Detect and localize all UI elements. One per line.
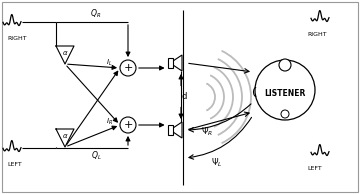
- Text: LEFT: LEFT: [7, 162, 22, 167]
- Text: $I_L$: $I_L$: [106, 58, 112, 68]
- Text: $I_R$: $I_R$: [106, 117, 113, 127]
- Text: +: +: [123, 63, 133, 73]
- Text: LEFT: LEFT: [307, 166, 322, 171]
- Text: $Q_R$: $Q_R$: [90, 8, 102, 20]
- Text: α: α: [63, 50, 67, 56]
- Text: $\Psi_L$: $\Psi_L$: [211, 157, 222, 169]
- Text: $\Psi_R$: $\Psi_R$: [201, 126, 213, 138]
- Text: RIGHT: RIGHT: [7, 36, 27, 41]
- Polygon shape: [173, 55, 182, 71]
- Polygon shape: [173, 122, 182, 138]
- Text: $Q_L$: $Q_L$: [91, 150, 101, 163]
- Circle shape: [279, 59, 291, 71]
- Text: α: α: [63, 133, 67, 139]
- Text: RIGHT: RIGHT: [307, 32, 327, 37]
- Circle shape: [281, 110, 289, 118]
- Text: +: +: [123, 120, 133, 130]
- Bar: [168, 58, 173, 68]
- Text: d: d: [182, 92, 187, 101]
- Text: LISTENER: LISTENER: [264, 89, 306, 99]
- Bar: [168, 125, 173, 135]
